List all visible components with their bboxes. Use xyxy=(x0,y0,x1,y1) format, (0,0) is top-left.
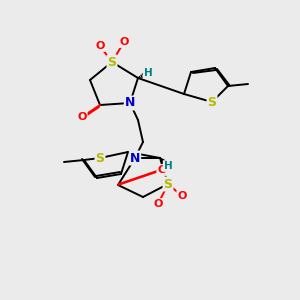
Text: H: H xyxy=(164,161,172,171)
Text: O: O xyxy=(153,199,163,209)
Text: S: S xyxy=(107,56,116,68)
Text: O: O xyxy=(177,191,187,201)
Text: N: N xyxy=(130,152,140,164)
Text: O: O xyxy=(95,41,105,51)
Text: O: O xyxy=(157,165,167,175)
Text: N: N xyxy=(125,97,135,110)
Text: S: S xyxy=(208,95,217,109)
Text: S: S xyxy=(164,178,172,190)
Text: H: H xyxy=(144,68,152,78)
Text: S: S xyxy=(95,152,104,164)
Text: O: O xyxy=(77,112,87,122)
Text: O: O xyxy=(119,37,129,47)
Polygon shape xyxy=(160,158,169,167)
